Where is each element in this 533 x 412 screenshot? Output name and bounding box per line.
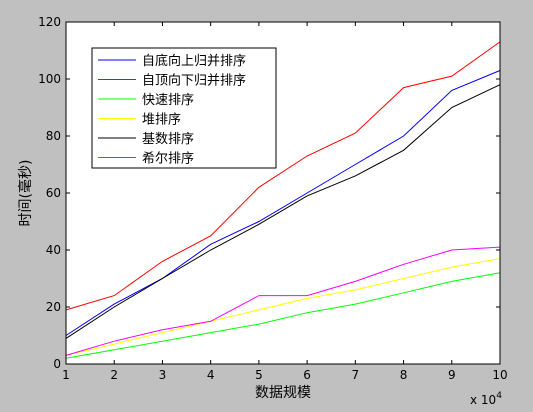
series-line-3	[65, 272, 501, 359]
x-tick-label: 2	[110, 368, 118, 382]
x-tick-label: 1	[62, 368, 70, 382]
y-tick-label: 80	[46, 129, 61, 143]
legend-label: 希尔排序	[142, 152, 194, 167]
x-tick-label: 8	[400, 368, 408, 382]
x-axis-multiplier-exponent: 4	[496, 391, 502, 401]
y-tick-label: 20	[46, 300, 61, 314]
x-tick-label: 4	[207, 368, 215, 382]
x-axis-multiplier: x 104	[470, 391, 502, 407]
y-tick-label: 60	[46, 186, 61, 200]
legend-label: 堆排序	[142, 113, 181, 128]
plot-frame	[65, 21, 501, 365]
x-tick-label: 9	[448, 368, 456, 382]
x-tick-label: 6	[303, 368, 311, 382]
series-line-4	[65, 258, 501, 356]
x-tick-label: 7	[352, 368, 360, 382]
legend-label: 自底向上归并排序	[142, 53, 246, 69]
x-axis-label: 数据规模	[255, 385, 311, 401]
y-tick-label: 120	[38, 15, 61, 29]
x-axis-multiplier-base: x 10	[470, 393, 496, 407]
series-line-2	[65, 41, 501, 311]
series-line-1	[65, 70, 501, 336]
y-tick-label: 40	[46, 243, 61, 257]
legend-label: 自顶向下归并排序	[142, 73, 246, 89]
legend-box	[91, 47, 277, 169]
series-line-5	[65, 84, 501, 339]
y-tick-label: 0	[53, 357, 61, 371]
y-tick-label: 100	[38, 72, 61, 86]
x-tick-label: 5	[255, 368, 263, 382]
series-layer	[65, 41, 501, 359]
series-line-6	[65, 246, 501, 356]
legend-label: 快速排序	[142, 93, 194, 108]
x-tick-label: 3	[159, 368, 167, 382]
legend-label: 基数排序	[142, 132, 194, 147]
y-axis-label: 时间(毫秒)	[17, 160, 34, 227]
x-tick-label: 10	[492, 368, 507, 382]
